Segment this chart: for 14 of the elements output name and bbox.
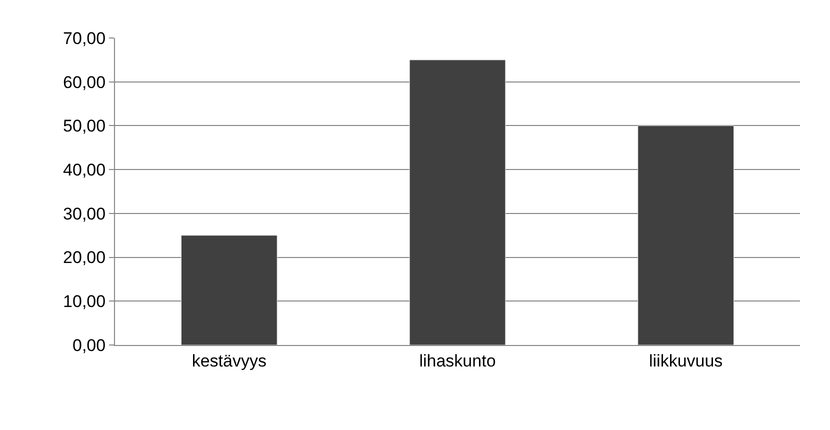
- y-tick-label: 0,00: [72, 336, 106, 355]
- y-tick-label: 20,00: [63, 248, 106, 268]
- x-tick-label: liikkuvuus: [648, 351, 723, 370]
- bar: [180, 235, 278, 345]
- bar: [409, 60, 506, 345]
- y-tick-label: 10,00: [63, 292, 106, 312]
- x-tick-label: kestävyys: [192, 351, 266, 370]
- y-tick-label: 40,00: [63, 160, 106, 180]
- x-tick-label: lihaskunto: [419, 351, 496, 370]
- y-tick-label: 60,00: [63, 72, 106, 92]
- bar: [638, 125, 734, 345]
- y-tick-label: 50,00: [63, 116, 106, 136]
- y-tick-label: 70,00: [63, 28, 106, 48]
- y-tick-label: 30,00: [63, 204, 106, 224]
